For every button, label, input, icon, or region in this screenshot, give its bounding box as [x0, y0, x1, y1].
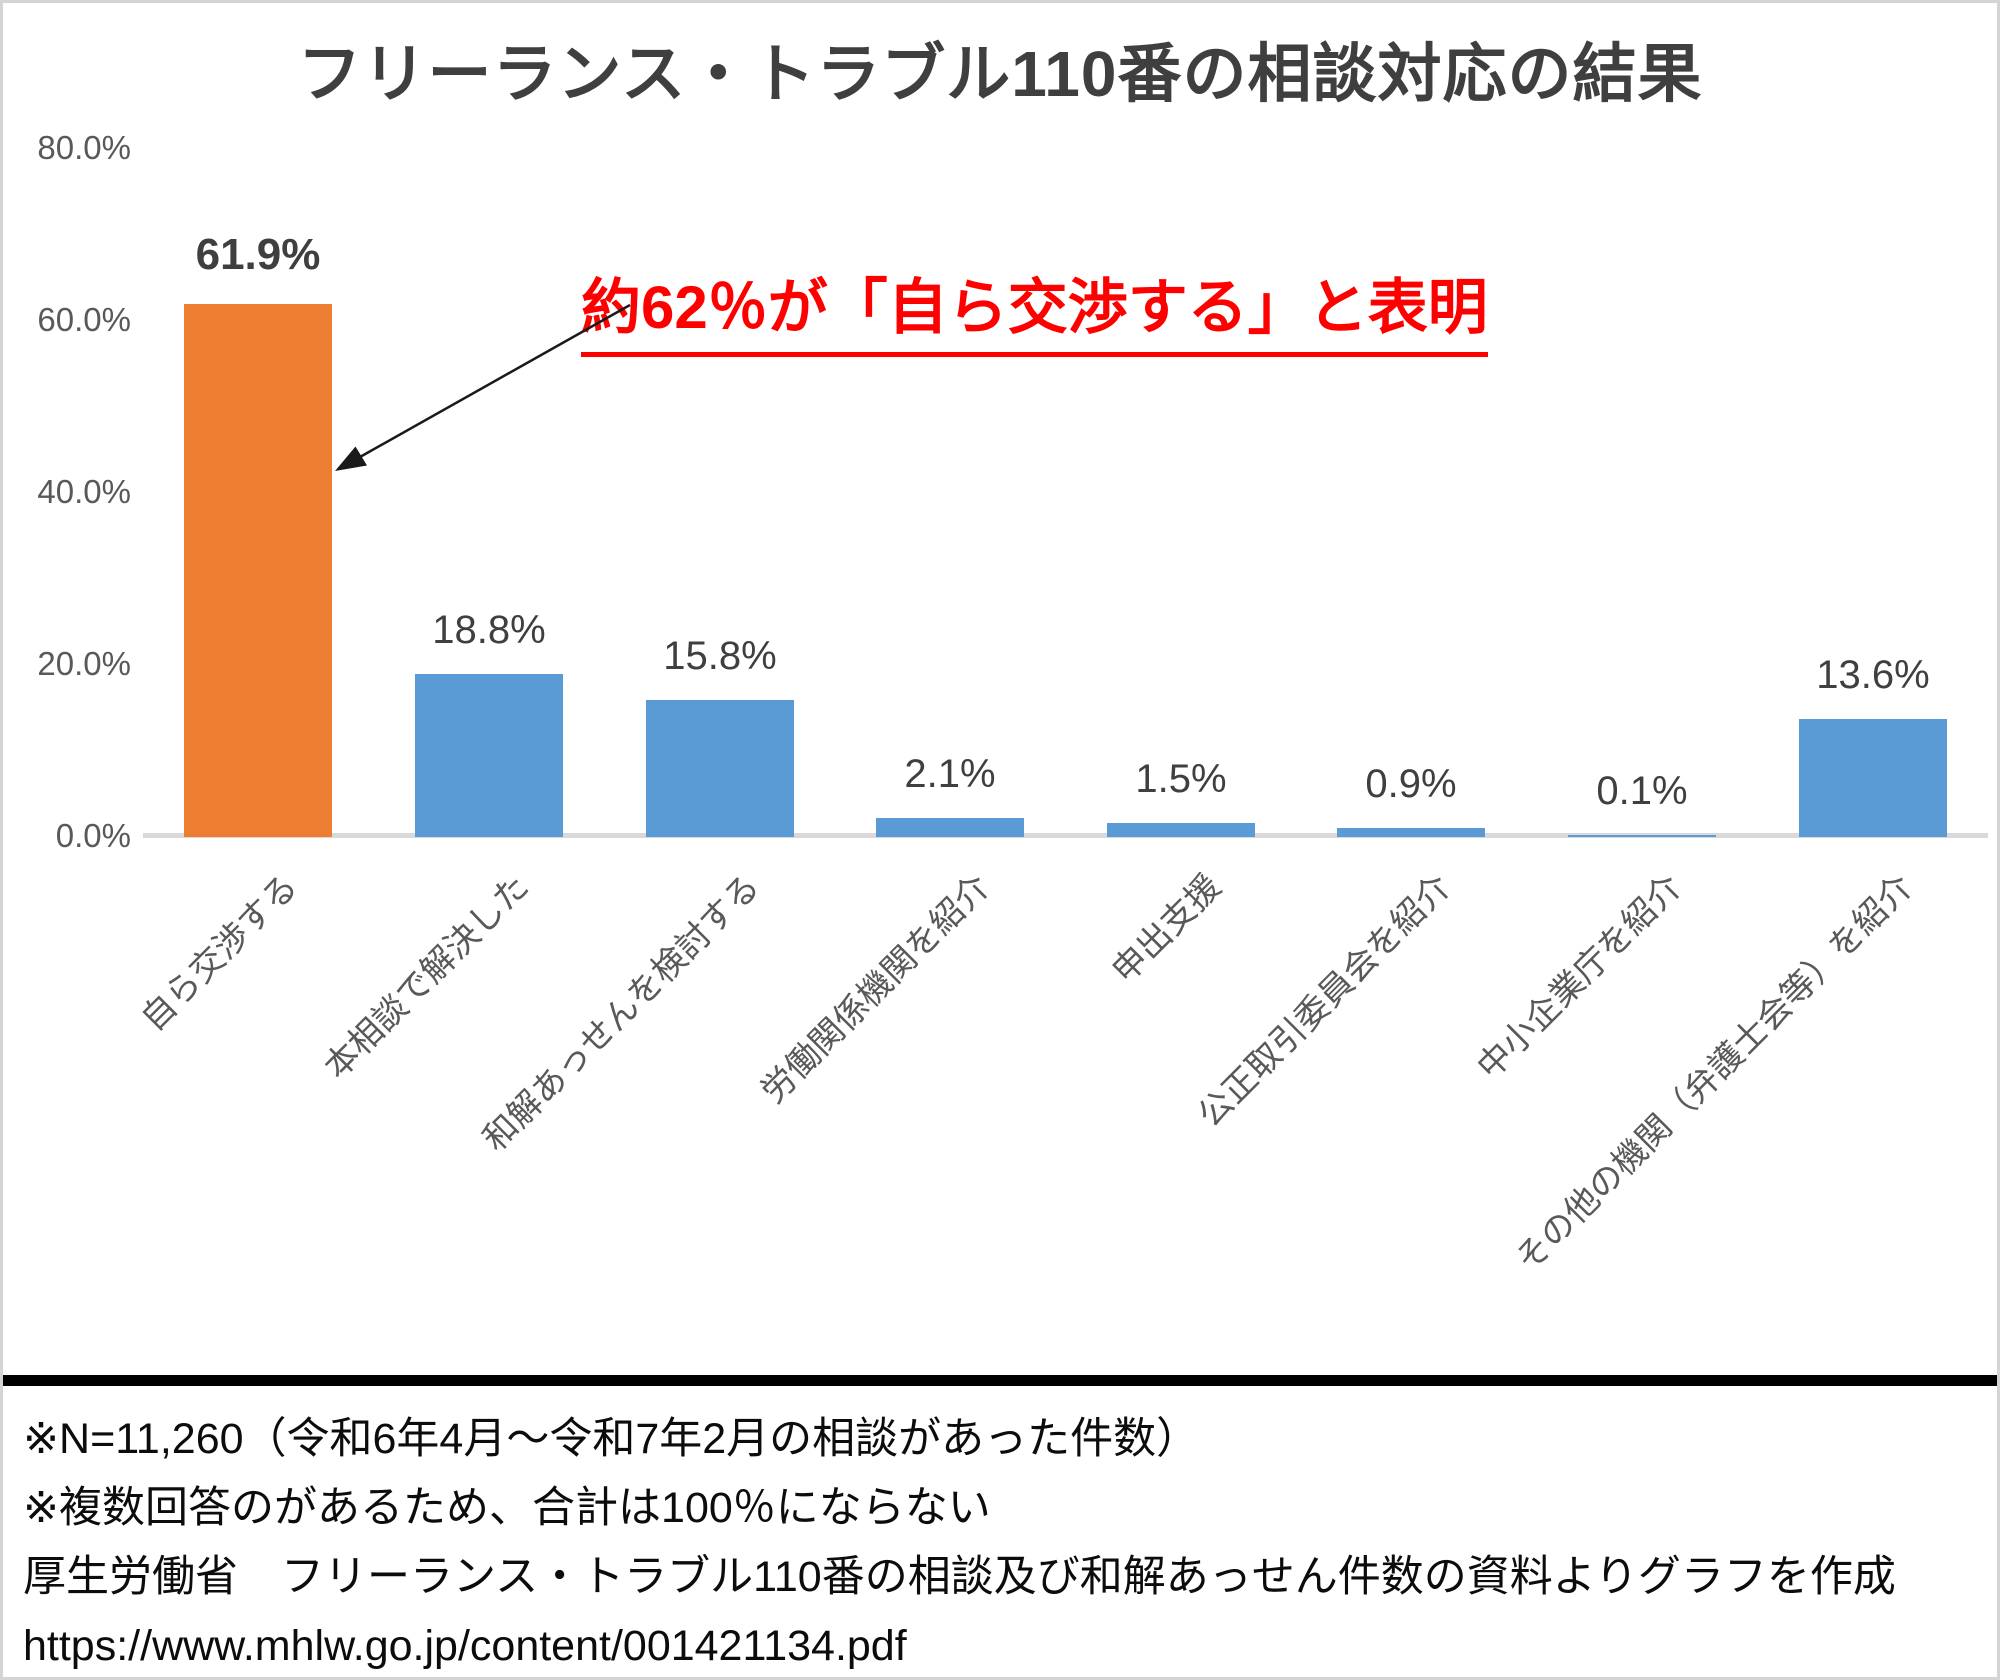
y-tick-label: 20.0%	[37, 645, 131, 682]
bar-4	[1107, 823, 1255, 837]
annotation-callout: 約62％が「自ら交渉する」と表明	[581, 259, 1488, 357]
bar-3	[876, 818, 1024, 837]
category-label: その他の機関（弁護士会等）を紹介	[1508, 867, 1921, 1279]
bar-value-label: 61.9%	[195, 230, 321, 279]
chart-section: フリーランス・トラブル110番の相談対応の結果 0.0% 20.0% 40.0% 60…	[3, 3, 1997, 1375]
x-axis-line	[143, 833, 1988, 838]
footnote-source-url: https://www.mhlw.go.jp/content/001421134…	[23, 1622, 907, 1670]
bar-5	[1337, 828, 1485, 837]
category-label: 自ら交渉する	[134, 867, 306, 1039]
footnotes: ※N=11,260（令和6年4月～令和7年2月の相談があった件数） ※複数回答の…	[3, 1393, 1997, 1677]
bar-value-label: 18.8%	[432, 608, 546, 652]
bar-6	[1568, 835, 1716, 837]
bar-value-label: 1.5%	[1135, 757, 1227, 801]
bar-value-label: 0.9%	[1365, 762, 1457, 806]
chart-title: フリーランス・トラブル110番の相談対応の結果	[297, 38, 1703, 110]
category-label: 公正取引委員会を紹介	[1190, 867, 1459, 1135]
category-label: 中小企業庁を紹介	[1470, 867, 1690, 1087]
y-tick-label: 60.0%	[37, 301, 131, 338]
bar-value-label: 0.1%	[1596, 769, 1688, 813]
bar-value-label: 2.1%	[904, 752, 996, 796]
bar-value-label: 15.8%	[663, 634, 777, 678]
y-tick-label: 80.0%	[37, 129, 131, 166]
category-label: 労働関係機関を紹介	[753, 867, 998, 1111]
footnote-sample-size: ※N=11,260（令和6年4月～令和7年2月の相談があった件数）	[23, 1415, 1200, 1463]
bar-2	[646, 700, 794, 837]
section-divider	[3, 1375, 1997, 1386]
y-tick-label: 40.0%	[37, 473, 131, 510]
y-tick-label: 0.0%	[55, 817, 131, 854]
category-label: 本相談で解決した	[317, 867, 537, 1087]
bar-0	[184, 304, 332, 837]
bar-1	[415, 674, 563, 837]
footnote-multiple-answers: ※複数回答のがあるため、合計は100％にならない	[23, 1484, 991, 1532]
category-label: 申出支援	[1105, 867, 1229, 991]
bar-7	[1799, 719, 1947, 837]
bar-value-label: 13.6%	[1816, 653, 1930, 697]
footnote-source: 厚生労働省 フリーランス・トラブル110番の相談及び和解あっせん件数の資料よりグ…	[23, 1553, 1896, 1601]
